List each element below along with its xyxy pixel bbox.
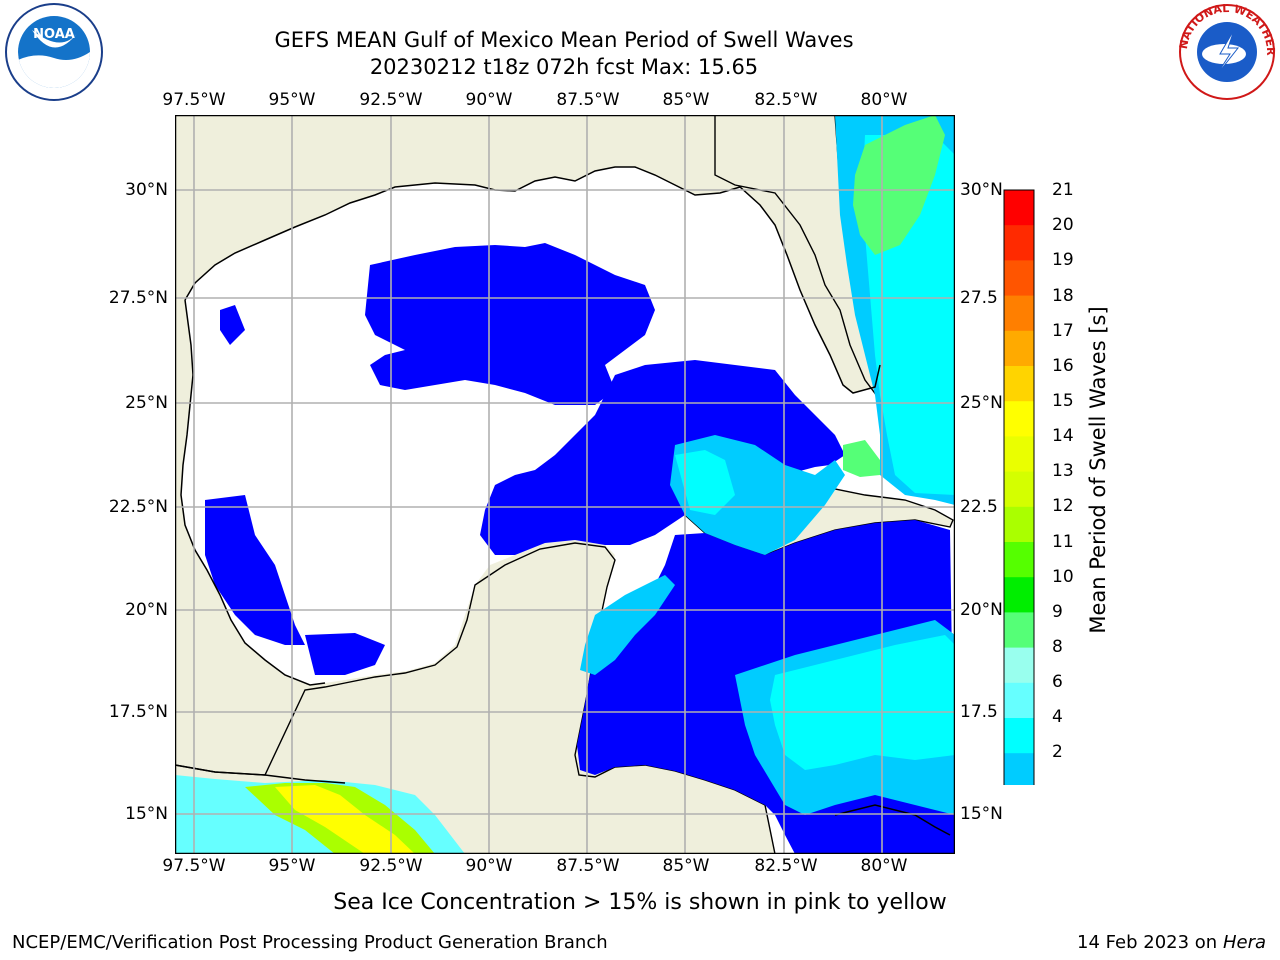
colorbar-segment — [1004, 718, 1034, 754]
lat-label-right: 27.5 — [960, 288, 998, 308]
lon-label-bottom: 82.5°W — [754, 856, 818, 876]
footer-date: 14 Feb 2023 on Hera — [1077, 932, 1266, 953]
colorbar-tick: 14 — [1052, 426, 1074, 446]
colorbar-segment — [1004, 612, 1034, 649]
map-panel — [175, 115, 955, 854]
lat-label-right: 25°N — [960, 393, 1003, 413]
colorbar-segment — [1004, 366, 1034, 402]
graticule — [175, 115, 955, 854]
footer-credit: NCEP/EMC/Verification Post Processing Pr… — [12, 932, 608, 953]
lat-label-left: 17.5°N — [108, 702, 168, 722]
colorbar-segment — [1004, 190, 1034, 226]
lat-label-right: 22.5 — [960, 497, 998, 517]
lon-label-top: 82.5°W — [754, 90, 818, 110]
footer-date-text: 14 Feb 2023 on — [1077, 932, 1218, 953]
colorbar-tick: 12 — [1052, 496, 1074, 516]
nws-logo: NATIONAL WEATHER SERVICE — [1176, 2, 1277, 100]
lat-label-right: 15°N — [960, 804, 1003, 824]
noaa-logo: NOAA — [5, 3, 103, 101]
colorbar-frame — [1003, 189, 1035, 785]
lon-label-bottom: 90°W — [465, 856, 513, 876]
lat-label-right: 30°N — [960, 180, 1003, 200]
colorbar-tick: 9 — [1052, 602, 1063, 622]
lon-label-top: 92.5°W — [359, 90, 423, 110]
colorbar-segment — [1004, 260, 1034, 297]
lat-label-left: 15°N — [125, 804, 168, 824]
lon-label-top: 97.5°W — [162, 90, 226, 110]
colorbar-tick: 20 — [1052, 215, 1074, 235]
colorbar-segment — [1004, 542, 1034, 578]
lat-label-right: 17.5 — [960, 702, 998, 722]
colorbar-tick: 16 — [1052, 356, 1074, 376]
lon-label-top: 80°W — [860, 90, 908, 110]
colorbar-tick: 6 — [1052, 672, 1063, 692]
colorbar-tick: 17 — [1052, 321, 1074, 341]
lon-label-bottom: 95°W — [268, 856, 316, 876]
chart-subtitle: 20230212 t18z 072h fcst Max: 15.65 — [369, 55, 759, 79]
colorbar-tick: 8 — [1052, 637, 1063, 657]
lat-label-left: 25°N — [125, 393, 168, 413]
lat-label-left: 30°N — [125, 180, 168, 200]
lon-label-top: 95°W — [268, 90, 316, 110]
lon-label-top: 87.5°W — [556, 90, 620, 110]
lon-label-bottom: 80°W — [860, 856, 908, 876]
lat-label-left: 22.5°N — [108, 497, 168, 517]
lon-label-bottom: 92.5°W — [359, 856, 423, 876]
colorbar-segment — [1004, 295, 1034, 332]
coastlines — [175, 166, 951, 836]
lon-label-top: 85°W — [662, 90, 710, 110]
colorbar-segment — [1004, 436, 1034, 473]
colorbar-label: Mean Period of Swell Waves [s] — [1086, 306, 1110, 634]
colorbar-tick: 18 — [1052, 286, 1074, 306]
colorbar-tick: 11 — [1052, 532, 1074, 552]
colorbar — [1003, 189, 1035, 785]
colorbar-segment — [1004, 647, 1034, 684]
colorbar-segment — [1004, 577, 1034, 613]
colorbar-segment — [1004, 506, 1034, 543]
colorbar-segment — [1004, 401, 1034, 437]
colorbar-tick: 21 — [1052, 180, 1074, 200]
lon-label-bottom: 97.5°W — [162, 856, 226, 876]
colorbar-segment — [1004, 682, 1034, 719]
footer-host: Hera — [1222, 932, 1266, 953]
colorbar-tick: 2 — [1052, 742, 1063, 762]
sea-ice-note: Sea Ice Concentration > 15% is shown in … — [333, 890, 947, 915]
lat-label-right: 20°N — [960, 600, 1003, 620]
pacific-yellow — [275, 785, 415, 854]
colorbar-tick: 4 — [1052, 707, 1063, 727]
chart-title: GEFS MEAN Gulf of Mexico Mean Period of … — [274, 28, 854, 52]
swell-green-region-2 — [843, 440, 880, 477]
noaa-logo-text: NOAA — [33, 27, 75, 42]
lat-label-left: 27.5°N — [108, 288, 168, 308]
swell-green-region — [853, 115, 945, 255]
colorbar-tick: 13 — [1052, 461, 1074, 481]
colorbar-segment — [1004, 330, 1034, 367]
colorbar-tick: 15 — [1052, 391, 1074, 411]
lon-label-bottom: 87.5°W — [556, 856, 620, 876]
colorbar-tick: 19 — [1052, 250, 1074, 270]
colorbar-segment — [1004, 471, 1034, 508]
colorbar-segment — [1004, 753, 1034, 785]
lat-label-left: 20°N — [125, 600, 168, 620]
lon-label-top: 90°W — [465, 90, 513, 110]
colorbar-tick: 10 — [1052, 567, 1074, 587]
colorbar-segment — [1004, 225, 1034, 261]
lon-label-bottom: 85°W — [662, 856, 710, 876]
